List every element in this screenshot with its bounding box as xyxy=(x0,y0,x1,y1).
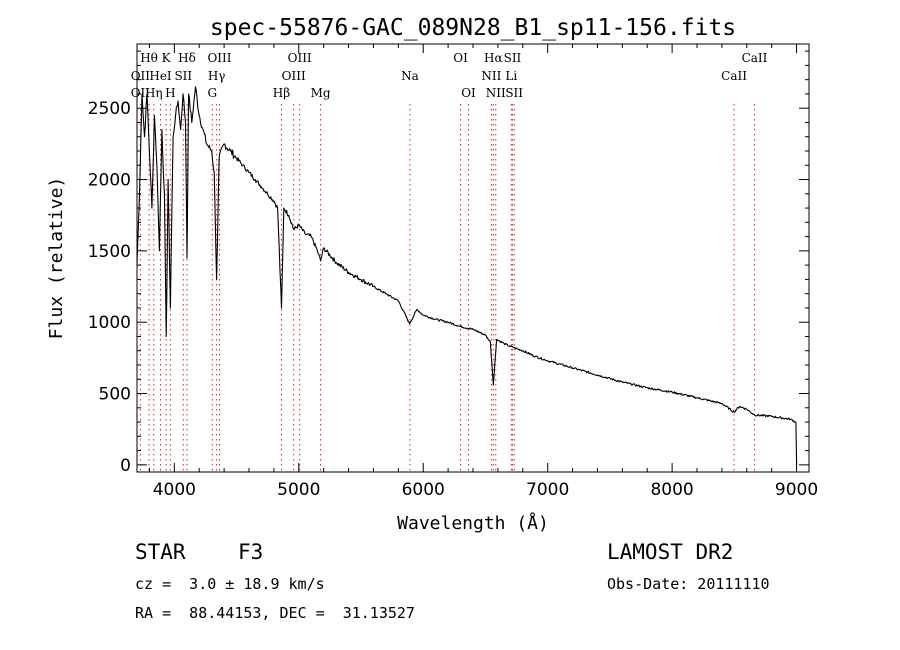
x-axis-label: Wavelength (Å) xyxy=(397,512,549,534)
line-label: NII xyxy=(486,86,506,100)
line-label: OI xyxy=(453,51,468,65)
line-label: HeI xyxy=(149,69,172,83)
y-axis-label: Flux (relative) xyxy=(46,177,67,340)
line-label: Li xyxy=(505,69,517,83)
line-label: Hα xyxy=(484,51,503,65)
line-label: Hθ xyxy=(140,51,158,65)
line-label: OI xyxy=(461,86,476,100)
line-label: Hγ xyxy=(208,69,226,83)
line-label: Mg xyxy=(311,86,331,100)
line-label: SII xyxy=(505,86,523,100)
line-label: NII xyxy=(481,69,501,83)
chart-title: spec-55876-GAC_089N28_B1_sp11-156.fits xyxy=(210,15,736,41)
x-tick-label: 8000 xyxy=(650,480,693,500)
x-tick-label: 4000 xyxy=(153,480,196,500)
line-label: OII xyxy=(131,86,151,100)
line-label: K xyxy=(162,51,172,65)
y-tick-label: 1500 xyxy=(88,242,131,262)
survey-label: LAMOST DR2 xyxy=(607,540,734,564)
line-label: Na xyxy=(401,69,419,83)
line-label: CaII xyxy=(721,69,747,83)
line-label: SII xyxy=(504,51,522,65)
redshift-text: cz = 3.0 ± 18.9 km/s xyxy=(135,575,325,593)
line-label: SII xyxy=(174,69,192,83)
spectrum-series-line xyxy=(136,86,798,465)
obs-date-text: Obs-Date: 20111110 xyxy=(607,575,770,593)
y-tick-label: 1000 xyxy=(88,313,131,333)
coordinates-text: RA = 88.44153, DEC = 31.13527 xyxy=(135,604,415,622)
line-label: G xyxy=(207,86,217,100)
y-tick-label: 2000 xyxy=(88,171,131,191)
line-markers xyxy=(139,104,755,472)
line-label: Hη xyxy=(145,86,163,100)
plot-frame xyxy=(136,43,810,473)
subclass-label: F3 xyxy=(238,540,264,564)
y-tick-label: 500 xyxy=(99,385,131,405)
x-axis: 4000 5000 6000 7000 8000 9000 xyxy=(148,44,818,500)
x-tick-label: 5000 xyxy=(277,480,320,500)
line-label: OIII xyxy=(288,51,312,65)
y-tick-label: 2500 xyxy=(88,99,131,119)
x-tick-label: 9000 xyxy=(775,480,818,500)
line-label: Hδ xyxy=(178,51,196,65)
line-label: CaII xyxy=(742,51,768,65)
line-label: OIII xyxy=(282,69,306,83)
line-label: H xyxy=(165,86,175,100)
line-label: OIII xyxy=(207,51,231,65)
x-tick-label: 7000 xyxy=(526,480,569,500)
line-label: OII xyxy=(131,69,151,83)
y-axis: 0 500 1000 1500 2000 2500 xyxy=(88,50,809,476)
class-label: STAR xyxy=(135,540,186,564)
x-tick-label: 6000 xyxy=(402,480,445,500)
line-label: Hβ xyxy=(273,86,290,100)
y-tick-label: 0 xyxy=(120,456,131,476)
